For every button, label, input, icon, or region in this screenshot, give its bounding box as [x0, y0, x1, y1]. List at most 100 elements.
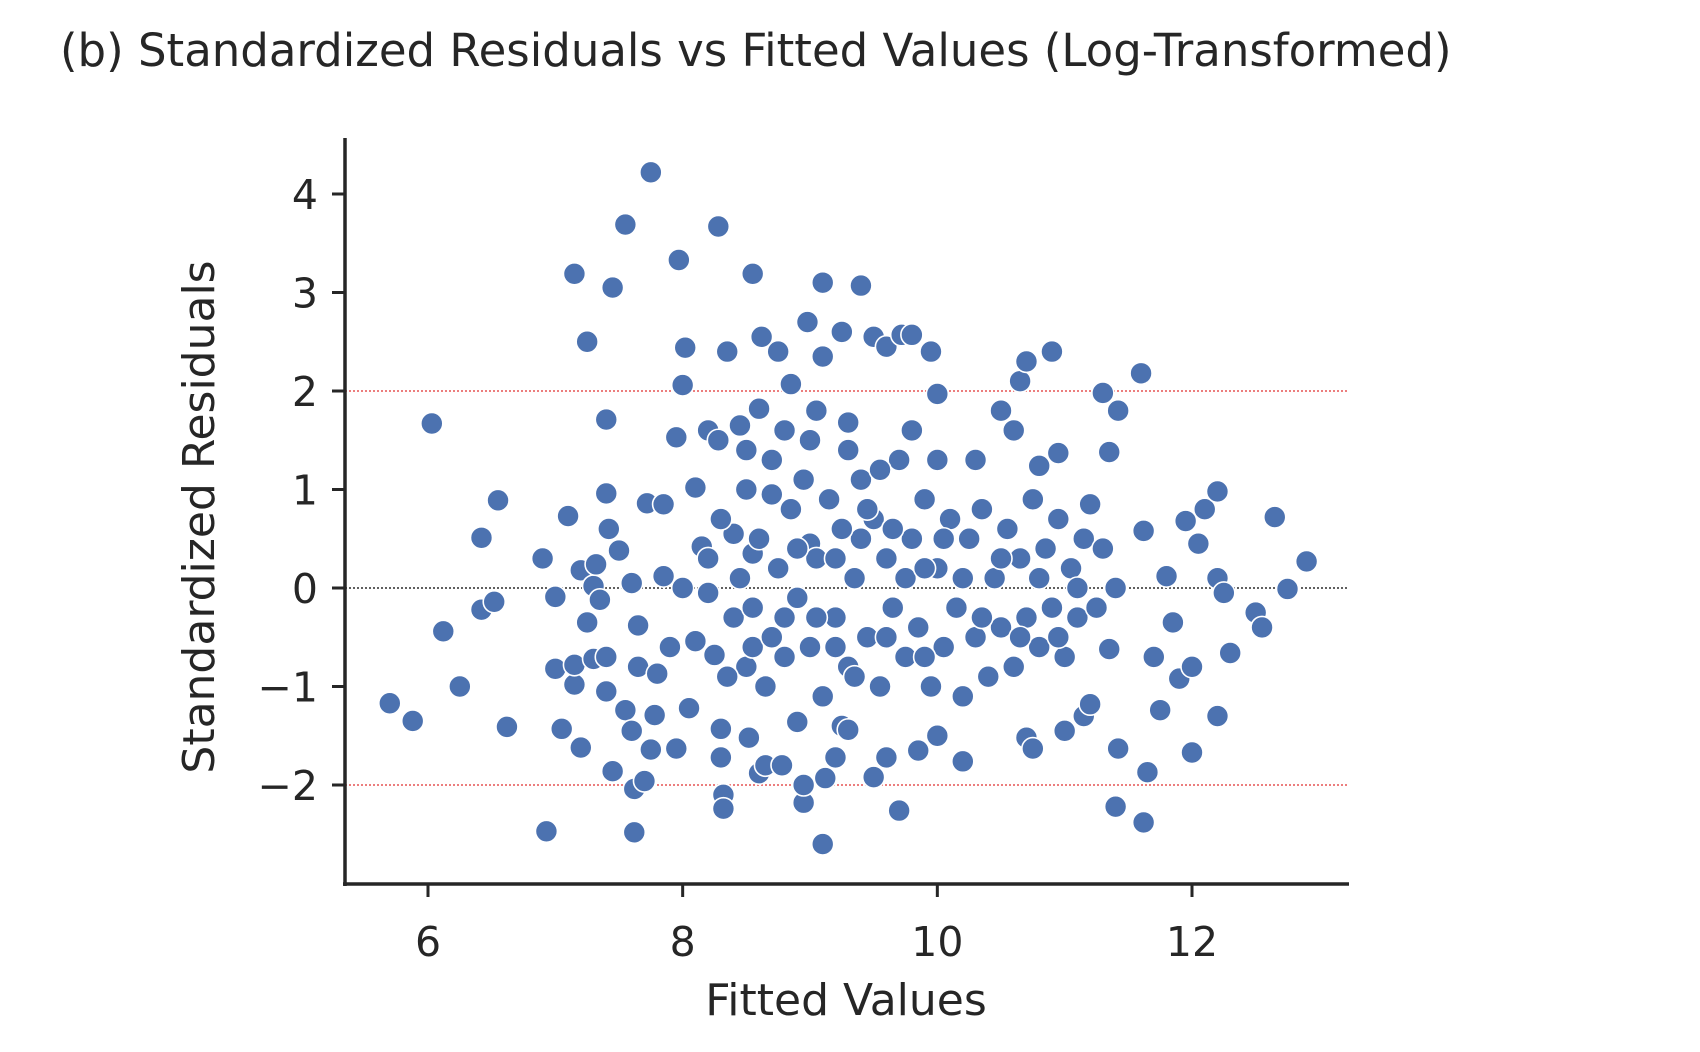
- data-point: [912, 487, 937, 512]
- data-point: [639, 737, 663, 762]
- data-point: [810, 832, 835, 856]
- x-tick-label: 6: [415, 918, 441, 966]
- data-point: [377, 691, 402, 716]
- data-point: [772, 418, 797, 443]
- data-point: [632, 769, 657, 793]
- data-point: [534, 819, 559, 844]
- data-point: [963, 448, 988, 472]
- data-point: [673, 335, 698, 360]
- data-point: [766, 556, 790, 581]
- y-tick-label: 0: [292, 565, 318, 613]
- data-point: [855, 497, 880, 522]
- data-point: [906, 615, 931, 640]
- data-point: [874, 546, 899, 571]
- data-point: [562, 261, 587, 286]
- data-point: [989, 546, 1013, 571]
- data-point: [817, 487, 841, 512]
- data-point: [696, 546, 720, 571]
- data-point: [836, 438, 861, 462]
- data-point: [830, 517, 854, 541]
- data-point: [575, 610, 599, 635]
- data-point: [543, 656, 568, 681]
- data-point: [791, 773, 816, 797]
- data-point: [1129, 361, 1153, 386]
- data-point: [925, 723, 950, 748]
- data-point: [482, 589, 507, 614]
- data-point: [759, 482, 784, 507]
- data-point: [836, 718, 861, 742]
- y-tick-label: −1: [258, 664, 318, 712]
- data-point: [950, 566, 975, 590]
- data-point: [759, 448, 784, 472]
- data-point: [715, 664, 740, 689]
- data-point: [1097, 637, 1122, 661]
- y-tick-label: −2: [258, 762, 318, 810]
- data-point: [813, 766, 838, 790]
- data-point: [785, 710, 810, 734]
- data-point: [1212, 581, 1236, 605]
- data-point: [1046, 507, 1071, 531]
- data-point: [1135, 760, 1160, 784]
- data-point: [715, 339, 740, 364]
- data-point: [709, 745, 733, 770]
- data-point: [912, 645, 937, 669]
- data-point: [1294, 549, 1319, 574]
- data-point: [1040, 339, 1064, 364]
- data-point: [823, 546, 848, 571]
- data-point: [919, 674, 943, 699]
- data-point: [740, 261, 765, 286]
- data-point: [562, 672, 587, 697]
- data-point: [957, 526, 981, 551]
- data-point: [970, 605, 994, 630]
- data-point: [849, 467, 873, 492]
- data-point: [900, 526, 924, 551]
- data-point: [607, 538, 631, 563]
- data-point: [1033, 536, 1058, 561]
- data-point: [747, 396, 771, 421]
- data-point: [1173, 509, 1198, 533]
- data-point: [880, 517, 905, 541]
- data-point: [785, 536, 810, 561]
- data-point: [1131, 519, 1156, 543]
- data-point: [568, 735, 593, 760]
- data-point: [1027, 635, 1051, 659]
- data-point: [810, 684, 835, 709]
- data-point: [900, 323, 924, 347]
- data-point: [667, 248, 691, 272]
- data-point: [711, 796, 736, 821]
- data-point: [791, 467, 816, 492]
- data-point: [1205, 479, 1230, 504]
- data-point: [1001, 654, 1026, 679]
- data-point: [1065, 576, 1090, 600]
- y-axis-label: Standardized Residuals: [174, 260, 225, 773]
- data-point: [683, 475, 708, 500]
- data-point: [919, 339, 943, 364]
- data-point: [1078, 692, 1102, 717]
- chart-title: (b) Standardized Residuals vs Fitted Val…: [60, 24, 1452, 77]
- data-point: [842, 664, 867, 689]
- data-point: [1192, 497, 1217, 522]
- data-point: [622, 820, 647, 845]
- data-point: [1142, 645, 1166, 669]
- data-point: [431, 619, 456, 644]
- data-point: [804, 398, 829, 423]
- data-point: [1052, 719, 1077, 743]
- data-point: [798, 635, 822, 659]
- data-point: [420, 411, 444, 436]
- data-point: [868, 674, 892, 699]
- data-point: [1091, 536, 1115, 561]
- data-point: [706, 428, 731, 453]
- data-point: [709, 717, 733, 741]
- data-point: [1106, 398, 1130, 423]
- data-point: [600, 759, 625, 784]
- y-tick-label: 2: [292, 368, 318, 416]
- data-point: [728, 566, 752, 590]
- data-point: [613, 698, 638, 722]
- data-point: [970, 497, 994, 522]
- data-point: [734, 438, 759, 462]
- data-point: [1040, 595, 1064, 620]
- data-point: [469, 525, 494, 550]
- data-point: [619, 571, 644, 595]
- data-point: [772, 645, 797, 669]
- data-point: [1014, 349, 1039, 374]
